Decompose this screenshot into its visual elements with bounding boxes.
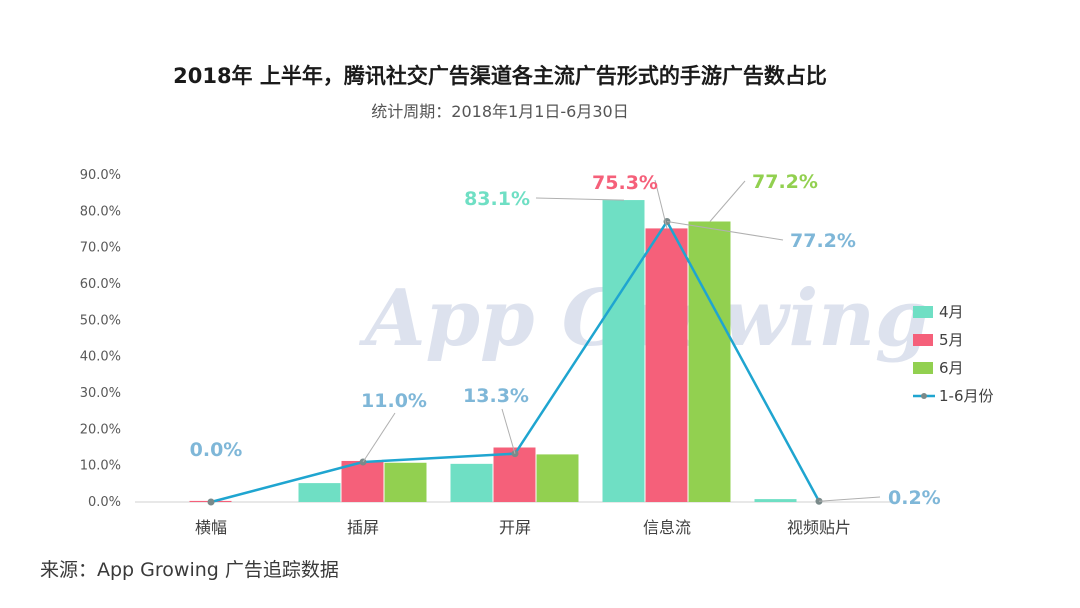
legend-label: 6月 — [939, 359, 964, 377]
y-tick-label: 70.0% — [80, 241, 121, 256]
annotation-leader — [654, 179, 668, 229]
bar — [450, 463, 493, 502]
data-label: 0.2% — [888, 487, 941, 509]
x-tick-label: 视频贴片 — [787, 518, 851, 537]
data-label: 13.3% — [463, 385, 529, 407]
x-tick-label: 信息流 — [643, 518, 691, 537]
y-tick-label: 20.0% — [80, 422, 121, 437]
legend-swatch — [913, 362, 933, 374]
x-tick-label: 横幅 — [195, 518, 227, 537]
legend: 4月 5月 6月 1-6月份 — [913, 303, 994, 405]
y-tick-label: 90.0% — [80, 168, 121, 183]
y-tick-label: 60.0% — [80, 277, 121, 292]
annotation-leader — [501, 408, 516, 454]
y-tick-label: 30.0% — [80, 386, 121, 401]
data-label: 77.2% — [752, 171, 818, 193]
bar — [645, 228, 688, 502]
legend-swatch — [913, 334, 933, 346]
bar-group — [189, 200, 797, 503]
bar — [298, 483, 341, 502]
bar — [341, 460, 384, 502]
legend-marker — [921, 393, 927, 399]
annotation-group: 0.0% 11.0% 13.3% 83.1% 75.3% 77.2% 77.2% 0.2% — [190, 171, 941, 509]
y-tick-label: 40.0% — [80, 350, 121, 365]
data-label: 83.1% — [464, 188, 530, 210]
annotation-leader — [535, 197, 625, 201]
bar — [688, 221, 731, 503]
data-label: 75.3% — [592, 172, 658, 194]
source-note: 来源：App Growing 广告追踪数据 — [40, 559, 339, 581]
data-label: 0.0% — [190, 439, 243, 461]
bar — [754, 499, 797, 502]
x-tick-label: 插屏 — [347, 518, 379, 537]
bar — [384, 462, 427, 502]
y-tick-label: 50.0% — [80, 313, 121, 328]
bar — [602, 200, 645, 502]
annotation-leader — [818, 496, 881, 502]
axes: 0.0% 10.0% 20.0% 30.0% 40.0% 50.0% 60.0% 70.0% 8… — [80, 168, 895, 537]
chart-subtitle: 统计周期：2018年1月1日-6月30日 — [371, 102, 629, 121]
annotation-leader — [666, 221, 784, 241]
legend-label: 5月 — [939, 331, 964, 349]
y-tick-label: 0.0% — [88, 495, 121, 510]
line-point — [207, 498, 215, 506]
legend-label: 1-6月份 — [939, 387, 994, 405]
annotation-leader — [362, 412, 396, 463]
bar — [536, 454, 579, 502]
data-label: 11.0% — [361, 390, 427, 412]
chart-title: 2018年 上半年，腾讯社交广告渠道各主流广告形式的手游广告数占比 — [173, 64, 827, 88]
data-label: 77.2% — [790, 230, 856, 252]
legend-label: 4月 — [939, 303, 964, 321]
y-tick-label: 10.0% — [80, 459, 121, 474]
annotation-leader — [709, 180, 746, 222]
legend-swatch — [913, 306, 933, 318]
x-tick-label: 开屏 — [499, 518, 531, 537]
y-tick-label: 80.0% — [80, 204, 121, 219]
